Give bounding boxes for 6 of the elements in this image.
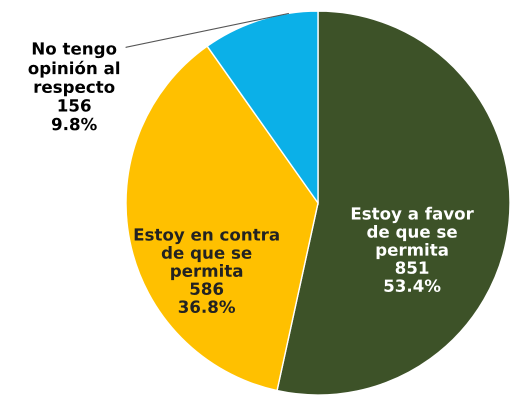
- data-label: 851 53.4%: [384, 261, 440, 292]
- data-label: 586 36.8%: [178, 282, 236, 314]
- slice-label: Estoy a favor de que se permita: [352, 206, 474, 260]
- slice-label: Estoy en contra de que se permita: [134, 228, 279, 280]
- slice-label: No tengo opinión al respecto: [28, 42, 120, 96]
- data-label: 156 9.8%: [52, 99, 97, 130]
